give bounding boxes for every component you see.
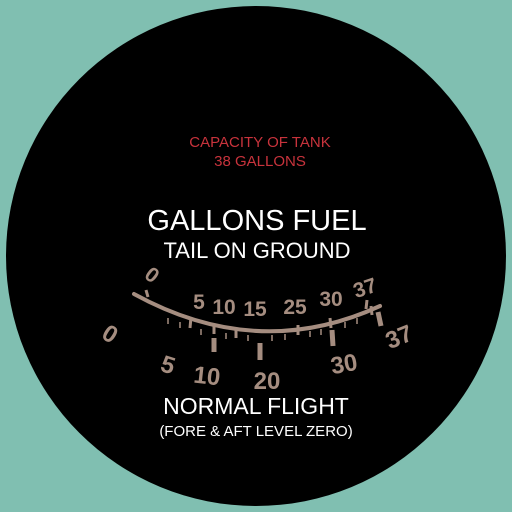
- upper-tick: [328, 317, 333, 329]
- upper-scale-number: 25: [283, 296, 307, 319]
- upper-ticks: [144, 289, 374, 338]
- lower-ticks: [211, 311, 384, 360]
- scale-arc: [132, 292, 382, 334]
- lower-scale-number: 20: [254, 368, 281, 395]
- capacity-line-1: CAPACITY OF TANK: [189, 134, 330, 151]
- upper-scale-label: TAIL ON GROUND: [163, 238, 350, 263]
- upper-tick: [364, 299, 369, 310]
- lower-scale-note: (FORE & AFT LEVEL ZERO): [159, 423, 352, 440]
- upper-scale-number: 5: [193, 291, 205, 314]
- upper-tick: [188, 316, 193, 329]
- lower-scale-number: 30: [329, 349, 360, 380]
- upper-tick: [144, 289, 150, 298]
- upper-tick: [369, 305, 374, 316]
- lower-tick-37: [375, 311, 384, 327]
- dial-face: [6, 6, 506, 506]
- lower-scale-label: NORMAL FLIGHT: [163, 393, 349, 419]
- upper-scale-number: 30: [319, 288, 342, 311]
- capacity-line-2: 38 GALLONS: [214, 153, 306, 170]
- gauge-title: GALLONS FUEL: [147, 205, 366, 237]
- lower-tick-30: [329, 329, 336, 347]
- minor-ticks: [167, 318, 358, 341]
- upper-scale-number: 10: [212, 296, 235, 319]
- upper-scale-number: 15: [243, 298, 267, 321]
- lower-scale-number: 10: [192, 362, 221, 392]
